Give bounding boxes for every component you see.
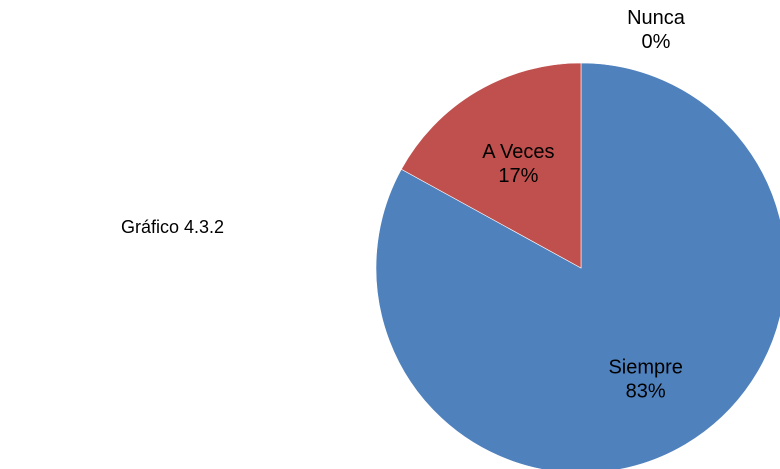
slice-label-nunca: Nunca: [627, 7, 686, 29]
slice-percent-nunca: 0%: [642, 31, 671, 53]
slice-percent-a-veces: 17%: [498, 165, 538, 187]
pie-slice-siempre: [375, 62, 780, 469]
pie-slice-a-veces: [400, 62, 582, 269]
figure-caption: Gráfico 4.3.2: [121, 217, 225, 237]
slice-percent-siempre: 83%: [626, 380, 666, 402]
slice-label-siempre: Siempre: [608, 356, 682, 378]
slice-label-a-veces: A Veces: [482, 141, 554, 163]
